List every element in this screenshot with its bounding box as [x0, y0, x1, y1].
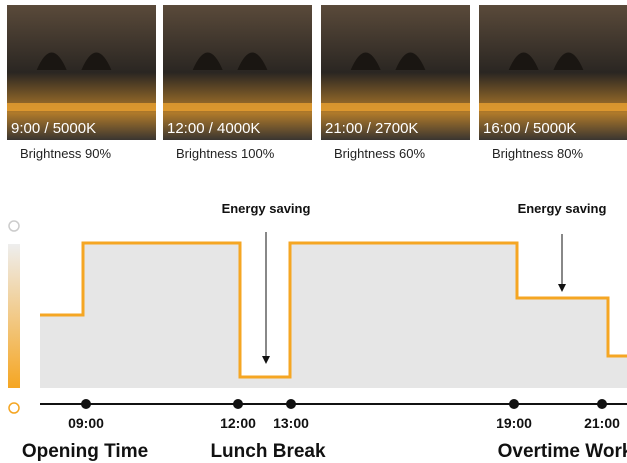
phase-label: Opening Time — [22, 441, 148, 462]
lamp — [192, 52, 223, 70]
brightness-label: Brightness 60% — [334, 146, 425, 161]
photo — [7, 5, 156, 140]
arrow-head — [558, 284, 566, 292]
lamp — [237, 52, 268, 70]
counter — [479, 103, 627, 111]
lamp — [395, 52, 426, 70]
brightness-label: Brightness 80% — [492, 146, 583, 161]
time-dot — [81, 399, 91, 409]
time-dot — [597, 399, 607, 409]
photo — [163, 5, 312, 140]
brightness-bar — [8, 244, 20, 388]
brightness-area — [40, 243, 627, 388]
lamp — [508, 52, 539, 70]
arrow-head — [262, 356, 270, 364]
phase-label: Overtime Work — [498, 441, 627, 462]
annotation: Energy saving — [222, 201, 311, 216]
photo-caption: 9:00 / 5000K — [11, 120, 96, 137]
counter — [163, 103, 312, 111]
time-label: 21:00 — [584, 415, 620, 431]
brightness-label: Brightness 90% — [20, 146, 111, 161]
photo-caption: 16:00 / 5000K — [483, 120, 576, 137]
time-dot — [233, 399, 243, 409]
photo-caption: 12:00 / 4000K — [167, 120, 260, 137]
time-dot — [509, 399, 519, 409]
counter — [321, 103, 470, 111]
time-label: 19:00 — [496, 415, 532, 431]
time-label: 13:00 — [273, 415, 309, 431]
lamp — [350, 52, 381, 70]
brightness-label: Brightness 100% — [176, 146, 275, 161]
time-dot — [286, 399, 296, 409]
lamp — [36, 52, 67, 70]
brightness-line — [40, 241, 627, 379]
bulb-on-icon — [8, 402, 20, 414]
photo-caption: 21:00 / 2700K — [325, 120, 418, 137]
lamp — [553, 52, 584, 70]
counter — [7, 103, 156, 111]
time-label: 12:00 — [220, 415, 256, 431]
annotation: Energy saving — [518, 201, 607, 216]
phase-label: Lunch Break — [210, 441, 326, 462]
time-label: 09:00 — [68, 415, 104, 431]
photo — [321, 5, 470, 140]
lamp — [81, 52, 112, 70]
photo — [479, 5, 627, 140]
bulb-off-icon — [8, 220, 20, 232]
